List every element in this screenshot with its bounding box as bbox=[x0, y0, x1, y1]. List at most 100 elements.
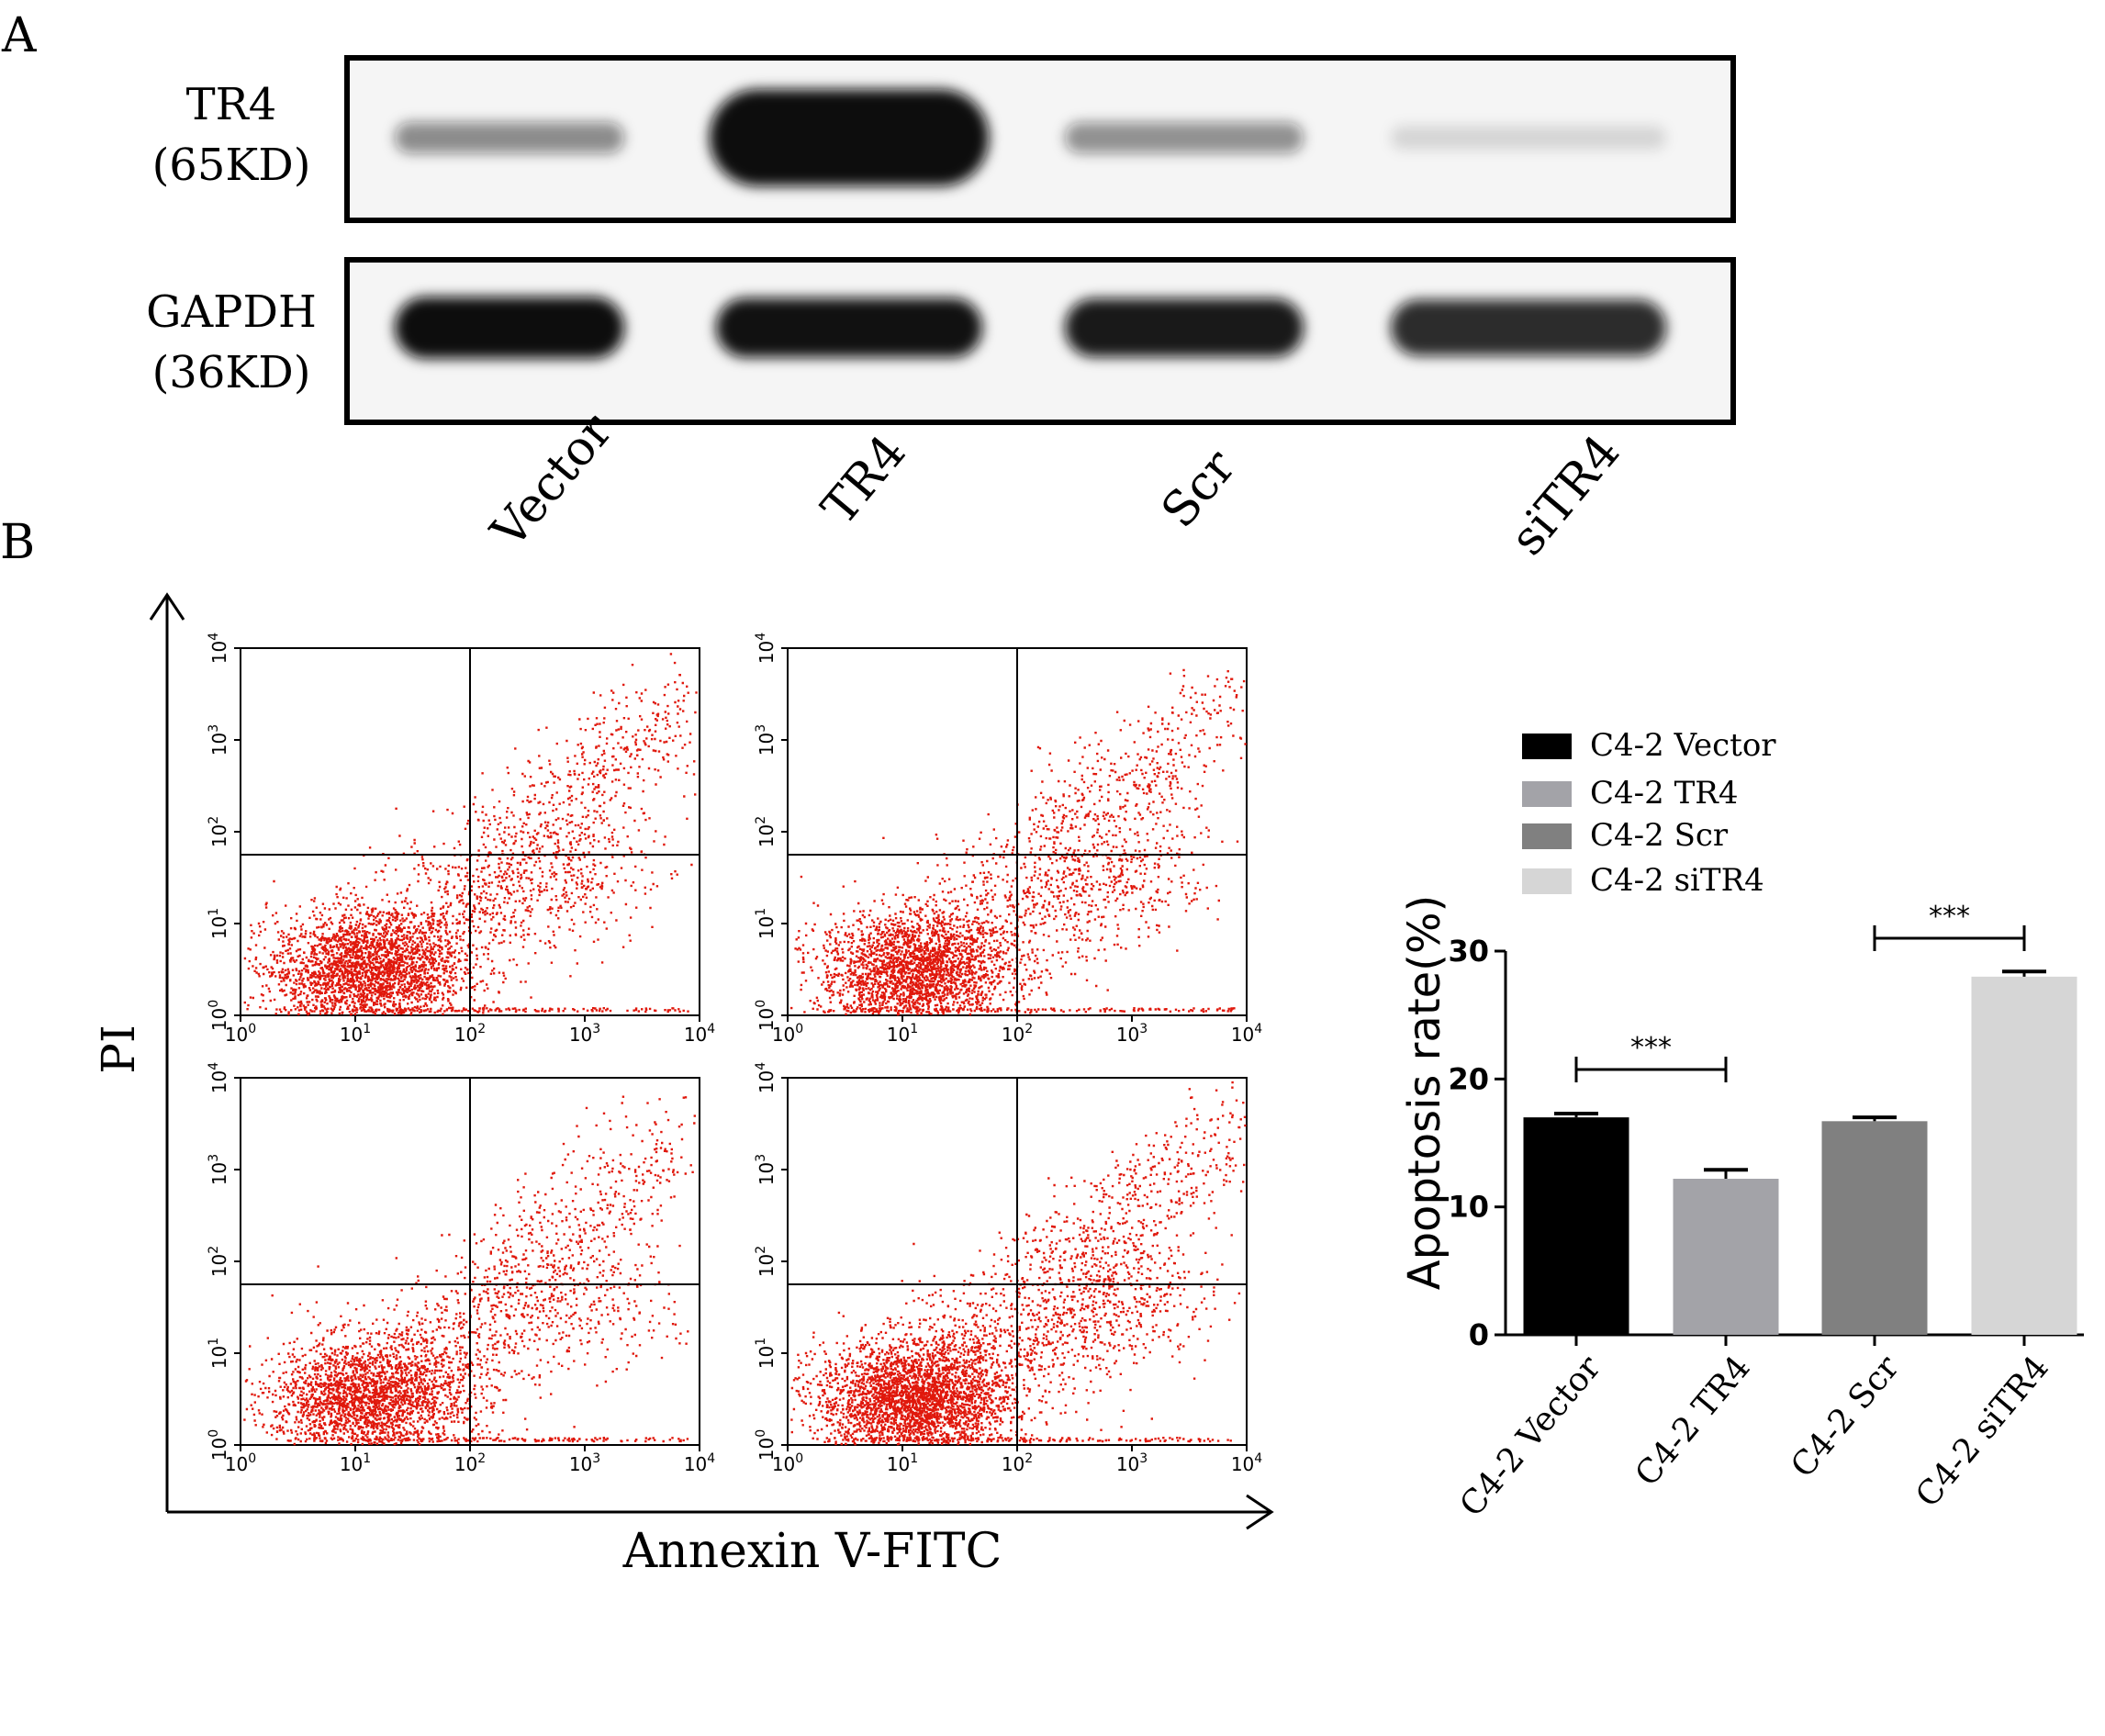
flow-y-tick-label: 104 bbox=[754, 1062, 778, 1093]
flow-y-tick-label: 103 bbox=[754, 1154, 778, 1185]
bar-c4-2-scr bbox=[1821, 1121, 1928, 1335]
chart-x-category-label: C4-2 Scr bbox=[1784, 1349, 1907, 1485]
x-category-labels: C4-2 Vector C4-2 TR4 C4-2 Scr C4-2 siTR4 bbox=[1453, 1349, 2056, 1524]
significance-stars: *** bbox=[1630, 1032, 1672, 1064]
flow-dots bbox=[790, 668, 1247, 1016]
legend-entry: C4-2 siTR4 bbox=[1590, 862, 1764, 899]
flow-y-tick-label: 100 bbox=[207, 1000, 230, 1031]
flow-y-tick-label: 101 bbox=[207, 1338, 230, 1369]
blot-band-gapdh-tr4 bbox=[716, 297, 982, 358]
flow-y-tick-label: 100 bbox=[754, 1429, 778, 1461]
chart-legend: C4-2 Vector C4-2 TR4 C4-2 Scr C4-2 siTR4 bbox=[1522, 727, 1776, 899]
legend-swatch bbox=[1522, 823, 1572, 849]
flow-outer-axes bbox=[149, 592, 1274, 1530]
blot-weight-tr4: (65KD) bbox=[152, 140, 311, 191]
chart-x-category-label: C4-2 TR4 bbox=[1629, 1349, 1758, 1493]
blot-band-gapdh-sitr4 bbox=[1391, 299, 1666, 356]
blot-band-tr4-tr4 bbox=[709, 89, 990, 186]
flow-x-tick-label: 102 bbox=[1002, 1022, 1033, 1046]
chart-y-tick-label: 10 bbox=[1448, 1190, 1489, 1225]
flow-dot-cloud bbox=[790, 1081, 1247, 1446]
significance-brackets: *** *** bbox=[1574, 901, 2026, 1082]
flow-x-tick-label: 100 bbox=[225, 1451, 256, 1475]
lane-label-sitr4: siTR4 bbox=[1500, 425, 1631, 566]
lane-label-scr: Scr bbox=[1151, 440, 1247, 538]
bar-c4-2-sitr4 bbox=[1971, 976, 2077, 1335]
bar-c4-2-vector bbox=[1523, 1117, 1629, 1335]
panel-label-a: A bbox=[1, 8, 38, 63]
legend-swatch bbox=[1522, 781, 1572, 807]
flow-y-tick-label: 102 bbox=[754, 816, 778, 847]
flow-x-tick-label: 101 bbox=[887, 1451, 918, 1475]
flow-dots bbox=[243, 1095, 696, 1446]
flow-y-tick-label: 103 bbox=[207, 1154, 230, 1185]
chart-y-axis-label: Apoptosis rate(%) bbox=[1399, 895, 1450, 1291]
chart-x-category-label: C4-2 siTR4 bbox=[1909, 1349, 2056, 1514]
flow-y-tick-label: 101 bbox=[207, 908, 230, 939]
flow-x-tick-label: 100 bbox=[772, 1022, 803, 1046]
flow-x-tick-label: 104 bbox=[1231, 1451, 1262, 1475]
flow-x-tick-label: 102 bbox=[454, 1022, 486, 1046]
flow-y-tick-label: 101 bbox=[754, 908, 778, 939]
lane-label-vector: Vector bbox=[480, 404, 623, 559]
chart-x-category-label: C4-2 Vector bbox=[1453, 1349, 1609, 1524]
flow-x-tick-label: 104 bbox=[684, 1451, 715, 1475]
legend-entry: C4-2 Scr bbox=[1590, 817, 1729, 854]
flow-y-tick-label: 101 bbox=[754, 1338, 778, 1369]
flow-x-tick-label: 101 bbox=[340, 1022, 371, 1046]
flow-dots bbox=[790, 1081, 1247, 1446]
flow-y-tick-label: 104 bbox=[207, 633, 230, 664]
legend-entry: C4-2 Vector bbox=[1590, 727, 1776, 764]
blot-tr4 bbox=[344, 55, 1736, 223]
flow-y-tick-label: 103 bbox=[754, 724, 778, 756]
flow-y-axis-label: PI bbox=[92, 1025, 145, 1073]
flow-x-tick-label: 103 bbox=[569, 1022, 600, 1046]
flow-y-tick-label: 102 bbox=[207, 1246, 230, 1277]
flow-x-tick-label: 101 bbox=[887, 1022, 918, 1046]
flow-x-axis-label: Annexin V-FITC bbox=[622, 1524, 1002, 1579]
flow-x-tick-label: 103 bbox=[1116, 1451, 1148, 1475]
blot-band-gapdh-scr bbox=[1065, 298, 1304, 357]
blot-label-tr4: TR4 bbox=[186, 79, 277, 130]
blot-gapdh bbox=[344, 257, 1736, 425]
panel-label-b: B bbox=[0, 515, 35, 570]
flow-x-tick-label: 102 bbox=[454, 1451, 486, 1475]
flow-dot-cloud bbox=[790, 668, 1247, 1016]
chart-y-tick-label: 30 bbox=[1448, 934, 1489, 969]
flow-y-tick-label: 104 bbox=[754, 633, 778, 664]
flow-y-tick-label: 100 bbox=[754, 1000, 778, 1031]
blot-band-tr4-scr bbox=[1065, 122, 1304, 153]
chart-y-tick-label: 0 bbox=[1469, 1317, 1489, 1352]
flow-x-tick-label: 103 bbox=[569, 1451, 600, 1475]
flow-plots: 1001001011011021021031031041041001001011… bbox=[207, 633, 1262, 1475]
flow-y-tick-label: 103 bbox=[207, 724, 230, 756]
flow-y-tick-label: 102 bbox=[754, 1246, 778, 1277]
bar-c4-2-tr4 bbox=[1673, 1179, 1779, 1335]
significance-stars: *** bbox=[1929, 901, 1970, 933]
blot-weight-gapdh: (36KD) bbox=[152, 347, 311, 398]
flow-y-tick-label: 104 bbox=[207, 1062, 230, 1093]
legend-entry: C4-2 TR4 bbox=[1590, 775, 1738, 812]
legend-swatch bbox=[1522, 734, 1572, 759]
flow-x-tick-label: 102 bbox=[1002, 1451, 1033, 1475]
legend-swatch bbox=[1522, 868, 1572, 894]
flow-x-tick-label: 104 bbox=[684, 1022, 715, 1046]
blot-band-tr4-sitr4 bbox=[1391, 126, 1666, 150]
flow-x-tick-label: 104 bbox=[1231, 1022, 1262, 1046]
blot-band-tr4-vector bbox=[395, 121, 624, 154]
flow-x-tick-label: 100 bbox=[225, 1022, 256, 1046]
lane-label-tr4: TR4 bbox=[812, 425, 917, 535]
flow-y-tick-label: 100 bbox=[207, 1429, 230, 1461]
flow-y-tick-label: 102 bbox=[207, 816, 230, 847]
chart-y-tick-label: 20 bbox=[1448, 1061, 1489, 1096]
flow-x-tick-label: 103 bbox=[1116, 1022, 1148, 1046]
blot-label-gapdh: GAPDH bbox=[146, 286, 317, 338]
chart-bars bbox=[1523, 969, 2077, 1346]
flow-x-tick-label: 101 bbox=[340, 1451, 371, 1475]
